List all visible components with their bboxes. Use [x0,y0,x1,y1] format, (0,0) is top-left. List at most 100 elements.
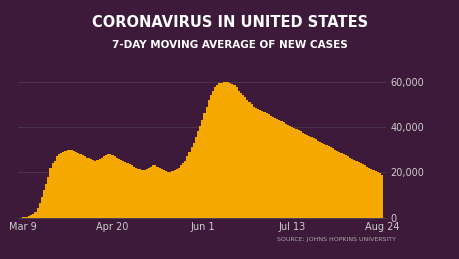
Bar [51,163,54,218]
Bar [337,152,340,218]
Bar [68,150,71,218]
Bar [58,154,60,218]
Bar [203,113,205,218]
Bar [92,160,94,218]
Bar [124,162,126,218]
Bar [254,108,257,218]
Bar [109,154,111,218]
Bar [77,153,79,218]
Bar [150,167,152,218]
Bar [246,100,248,218]
Bar [133,167,134,218]
Bar [233,85,235,218]
Bar [141,170,143,218]
Bar [86,157,88,218]
Bar [286,125,288,218]
Bar [267,114,269,218]
Bar [229,83,231,218]
Bar [113,156,116,218]
Bar [261,111,263,218]
Bar [116,157,118,218]
Bar [207,100,209,218]
Bar [348,157,350,218]
Bar [355,161,357,218]
Bar [331,148,333,218]
Bar [169,172,171,218]
Bar [173,170,175,218]
Bar [278,120,280,218]
Bar [56,156,58,218]
Bar [105,155,107,218]
Bar [26,217,28,218]
Bar [199,126,201,218]
Bar [295,129,297,218]
Bar [346,156,348,218]
Bar [222,82,224,218]
Bar [293,128,295,218]
Bar [130,166,133,218]
Bar [45,184,47,218]
Bar [327,146,329,218]
Bar [372,170,374,218]
Bar [160,169,162,218]
Bar [280,121,282,218]
Bar [344,155,346,218]
Bar [60,153,62,218]
Bar [308,136,310,218]
Bar [231,84,233,218]
Bar [154,166,156,218]
Bar [336,151,337,218]
Bar [248,102,250,218]
Bar [147,168,150,218]
Bar [182,163,184,218]
Bar [129,164,130,218]
Bar [224,82,226,218]
Bar [88,157,90,218]
Bar [318,142,320,218]
Bar [111,155,113,218]
Bar [188,152,190,218]
Bar [152,166,154,218]
Bar [291,127,293,218]
Bar [320,143,323,218]
Bar [98,159,101,218]
Bar [205,106,207,218]
Bar [120,160,122,218]
Bar [146,169,147,218]
Bar [271,117,274,218]
Bar [288,126,291,218]
Bar [329,147,331,218]
Bar [167,172,169,218]
Bar [186,156,188,218]
Bar [158,168,160,218]
Bar [212,91,214,218]
Bar [257,109,258,218]
Bar [73,151,75,218]
Bar [118,159,120,218]
Bar [179,166,182,218]
Bar [237,91,239,218]
Bar [316,140,318,218]
Bar [250,104,252,218]
Bar [43,190,45,218]
Bar [275,119,278,218]
Bar [201,120,203,218]
Bar [374,171,376,218]
Bar [353,160,355,218]
Bar [190,147,192,218]
Text: SOURCE: JOHNS HOPKINS UNIVERSITY: SOURCE: JOHNS HOPKINS UNIVERSITY [276,237,395,242]
Bar [299,131,301,218]
Bar [171,171,173,218]
Bar [314,139,316,218]
Bar [107,154,109,218]
Bar [37,208,39,218]
Bar [156,167,158,218]
Bar [244,97,246,218]
Bar [178,168,179,218]
Bar [301,133,303,218]
Bar [310,137,312,218]
Bar [192,143,195,218]
Bar [47,177,49,218]
Bar [303,134,306,218]
Bar [32,214,34,218]
